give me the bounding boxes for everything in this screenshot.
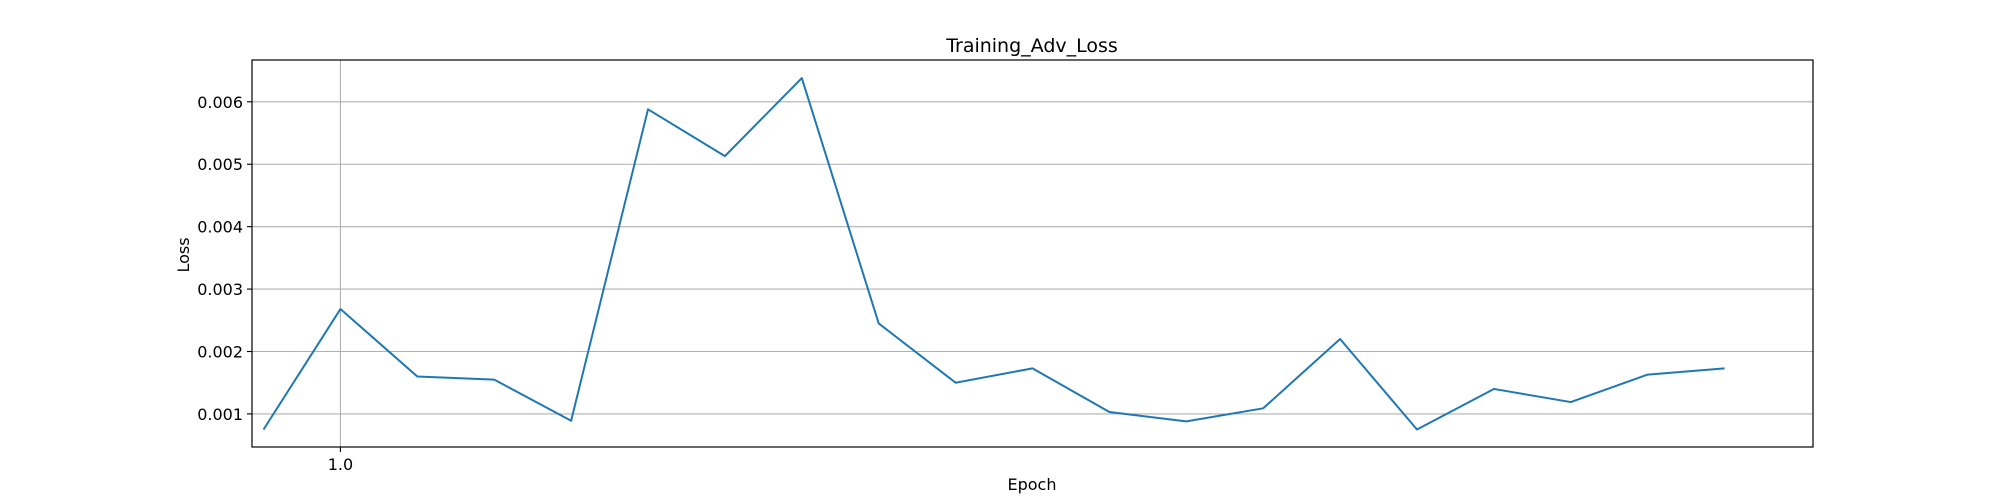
y-tick-label: 0.006 [197, 93, 243, 112]
y-tick-label: 0.004 [197, 218, 243, 237]
y-tick-label: 0.003 [197, 280, 243, 299]
plot-frame [251, 59, 1814, 448]
grid [252, 60, 1813, 447]
y-axis-title: Loss [174, 237, 193, 272]
y-tick-label: 0.001 [197, 405, 243, 424]
series-layer [262, 77, 1725, 431]
x-tick-label: 1.0 [328, 455, 353, 474]
chart-title: Training_Adv_Loss [945, 35, 1118, 57]
y-tick-label: 0.005 [197, 155, 243, 174]
loss-series-line [262, 77, 1725, 431]
x-axis-title: Epoch [1008, 475, 1057, 494]
ticks: 0.001 0.002 0.003 0.004 0.005 0.006 1.0 [197, 93, 353, 474]
y-tick-label: 0.002 [197, 342, 243, 361]
